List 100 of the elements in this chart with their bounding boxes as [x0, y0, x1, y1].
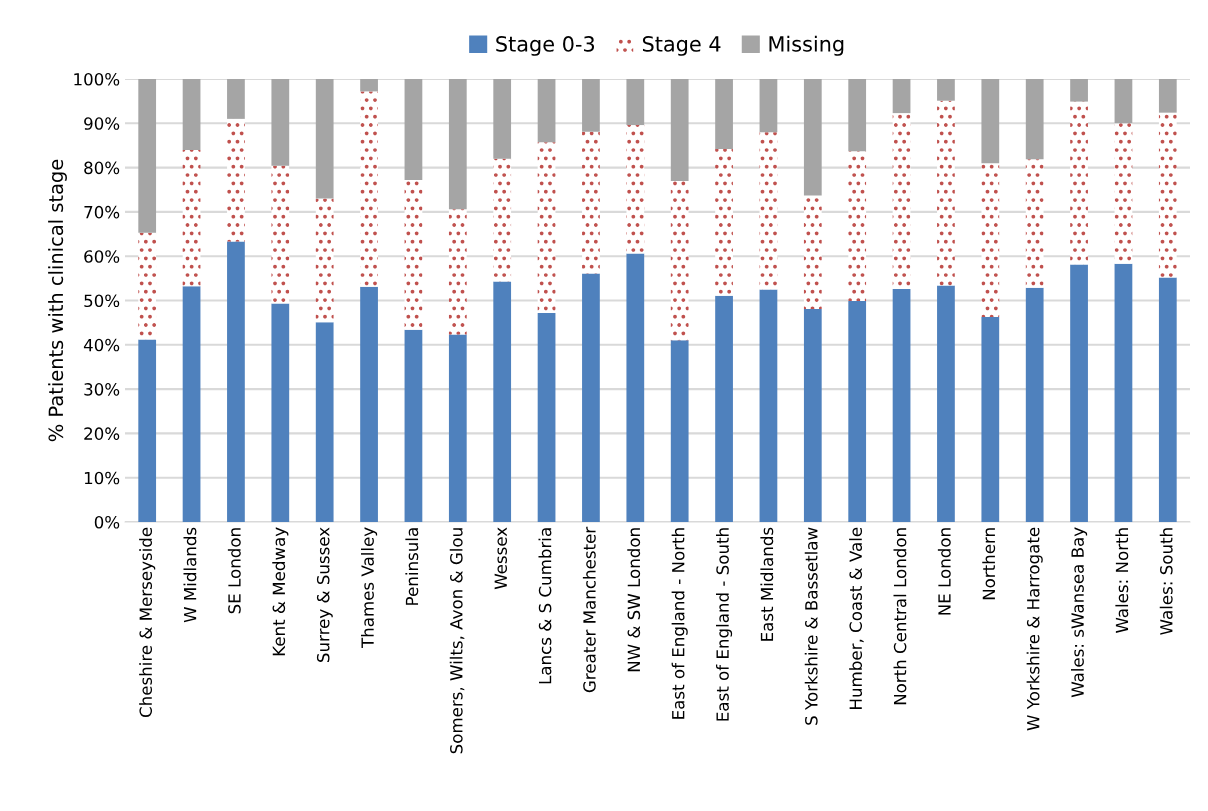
bar — [360, 79, 378, 92]
x-tick-label: Wessex — [494, 527, 508, 590]
x-tick-label: East of England - South — [716, 528, 733, 721]
x-tick-label: Northern — [982, 528, 996, 600]
bar — [1070, 101, 1088, 265]
bar — [759, 289, 778, 522]
bar — [1158, 79, 1177, 113]
bar — [138, 79, 157, 233]
bar — [448, 209, 467, 335]
bar — [937, 100, 955, 286]
bar — [537, 142, 556, 313]
x-tick-label: Thames Valley — [361, 527, 378, 649]
bar — [670, 180, 689, 341]
bar — [315, 198, 334, 323]
bar — [448, 334, 467, 522]
bar — [1070, 264, 1088, 522]
x-tick-label: NE London — [937, 528, 951, 615]
bar — [981, 316, 1000, 522]
y-tick-label: 10% — [84, 471, 120, 485]
bar — [493, 281, 512, 522]
legend-label: Stage 4 — [642, 36, 721, 56]
bar — [715, 79, 733, 149]
bar — [227, 241, 245, 522]
bar — [803, 79, 822, 196]
bar — [803, 308, 822, 522]
x-tick-label: Somers, Wilts, Avon & Glou — [449, 528, 465, 754]
bar — [892, 113, 911, 289]
x-tick-label: Greater Manchester — [582, 526, 596, 693]
bar — [493, 158, 512, 282]
bar — [404, 329, 423, 522]
x-tick-label: Humber, Coast & Vale — [849, 527, 864, 709]
y-tick-label: 100% — [74, 72, 120, 86]
bar — [937, 285, 955, 522]
bar — [1114, 79, 1133, 124]
bar — [182, 79, 201, 150]
bar — [759, 132, 778, 290]
y-tick-label: 70% — [84, 205, 120, 219]
y-tick-label: 30% — [84, 383, 120, 396]
bar — [404, 180, 423, 330]
bar — [448, 79, 467, 210]
y-tick-label: 50% — [84, 294, 120, 308]
bar — [981, 79, 1000, 164]
y-tick-label: 40% — [83, 338, 120, 352]
x-tick-label: W Midlands — [183, 527, 197, 623]
bar — [892, 288, 911, 522]
bar — [582, 131, 600, 274]
bar — [981, 163, 1000, 317]
bar — [582, 79, 600, 132]
x-tick-label: Kent & Medway — [272, 527, 289, 656]
bar — [626, 253, 645, 522]
x-tick-label: Surrey & Sussex — [316, 527, 333, 662]
bar — [582, 273, 600, 522]
x-tick-label: Wales: sWansea Bay — [1071, 527, 1088, 698]
bar — [937, 79, 955, 101]
bar — [715, 148, 733, 296]
bar — [227, 79, 245, 119]
y-tick-label: 20% — [84, 427, 120, 440]
bar — [537, 79, 556, 143]
bar — [315, 322, 334, 522]
x-tick-label: East of England - North — [671, 528, 688, 719]
bar — [626, 79, 645, 126]
x-tick-label: North Central London — [893, 528, 907, 705]
bar — [848, 300, 867, 522]
bar — [803, 195, 822, 309]
x-tick-label: Wales: North — [1115, 528, 1129, 634]
bar — [271, 303, 290, 522]
x-tick-label: East Midlands — [760, 527, 774, 641]
bar — [715, 295, 733, 522]
bar — [138, 339, 157, 522]
bar — [360, 286, 378, 522]
bar — [1114, 123, 1133, 264]
y-tick-label: 0% — [94, 515, 120, 529]
legend-label: Stage 0-3 — [496, 36, 595, 56]
bar — [182, 149, 201, 287]
x-tick-label: Lancs & S Cumbria — [538, 528, 552, 684]
bar — [759, 79, 778, 133]
bar — [1025, 79, 1044, 160]
bar — [670, 340, 689, 522]
bar — [1114, 263, 1133, 522]
y-tick-label: 60% — [84, 250, 120, 263]
bar — [182, 286, 201, 522]
bar — [493, 79, 512, 159]
bar — [315, 79, 334, 199]
y-axis-title: % Patients with clinical stage — [48, 159, 67, 442]
bar — [1070, 79, 1088, 102]
bar — [848, 79, 867, 152]
bar — [626, 125, 645, 254]
bar — [138, 232, 157, 340]
y-tick-label: 90% — [84, 117, 120, 130]
bar — [537, 312, 556, 522]
y-tick-label: 80% — [84, 161, 120, 175]
x-tick-label: W Yorkshire & Harrogate — [1026, 527, 1043, 731]
x-tick-label: Peninsula — [405, 528, 419, 605]
bar — [360, 91, 378, 287]
bar — [670, 79, 689, 181]
x-tick-label: SE London — [227, 528, 241, 614]
x-tick-label: S Yorkshire & Bassetlaw — [804, 527, 818, 725]
bar — [271, 79, 290, 166]
bar — [848, 151, 867, 301]
legend-label: Missing — [769, 35, 844, 56]
